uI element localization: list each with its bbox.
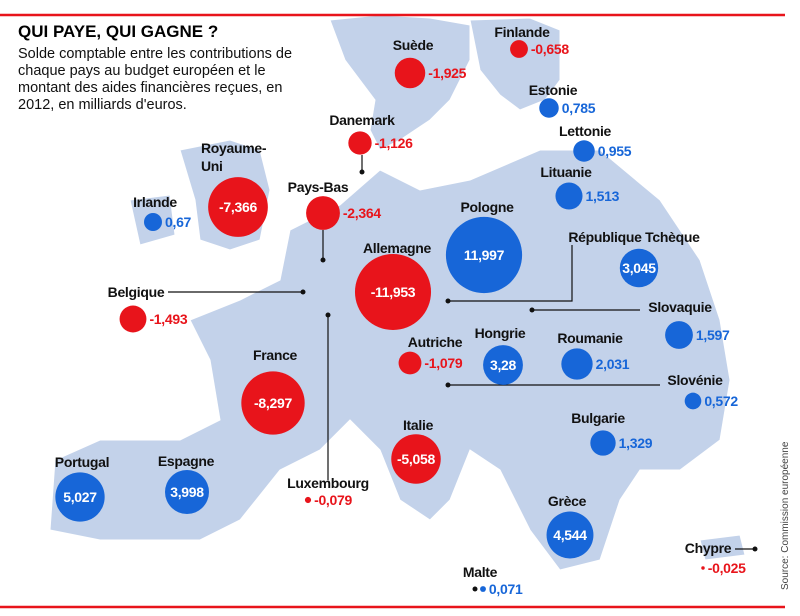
continent	[49, 149, 731, 571]
bubble	[555, 182, 583, 210]
source: Source: Commission européenne	[780, 441, 791, 590]
bubble	[208, 177, 268, 237]
value-label: 4,544	[553, 527, 587, 543]
bubble	[480, 586, 486, 592]
country-name: Grèce	[547, 493, 587, 509]
value-label: -1,925	[428, 65, 467, 81]
value-label: 0,955	[597, 143, 632, 159]
value-label: 0,071	[488, 581, 523, 597]
country-name: Autriche	[407, 334, 463, 350]
value-label: 3,998	[170, 484, 204, 500]
country-name: Allemagne	[362, 240, 432, 256]
country-name: Pologne	[460, 199, 514, 215]
value-label: 3,045	[622, 260, 656, 276]
country-name: Roumanie	[557, 330, 623, 346]
value-label: 0,67	[165, 214, 192, 230]
value-label: 5,027	[63, 489, 97, 505]
value-label: 1,597	[695, 327, 730, 343]
country-name: Italie	[402, 417, 434, 433]
bubble	[701, 566, 705, 570]
value-label: -8,297	[254, 395, 292, 411]
cyprus	[699, 534, 746, 561]
country-name: République Tchèque	[568, 229, 700, 245]
leaders	[168, 155, 755, 550]
bubble	[483, 345, 523, 385]
value-label: -0,079	[314, 492, 352, 508]
country-name: Hongrie	[474, 325, 526, 341]
value-label: 3,28	[489, 357, 517, 373]
country-name: Royaume-Uni	[201, 140, 267, 174]
bubble	[619, 248, 659, 288]
bubble	[510, 40, 528, 58]
bubble	[119, 305, 147, 333]
value-label: -0,658	[530, 41, 569, 57]
leader-dots	[300, 169, 758, 592]
country-name: Portugal	[54, 454, 110, 470]
bubble	[143, 212, 163, 232]
bubble	[539, 98, 559, 118]
country-name: Danemark	[329, 112, 395, 128]
country-name: Slovénie	[667, 372, 723, 388]
country-name: Pays-Bas	[287, 179, 349, 195]
value-label: -1,126	[374, 135, 413, 151]
country-name: Luxembourg	[287, 475, 369, 491]
country-name: Bulgarie	[571, 410, 625, 426]
subtitle: Solde comptable entre les contributions …	[18, 46, 293, 113]
country-name: Finlande	[494, 24, 550, 40]
bubble	[573, 140, 595, 162]
bubble	[391, 434, 441, 484]
bubble	[55, 472, 105, 522]
bubble	[665, 321, 693, 349]
value-label: 2,031	[595, 356, 630, 372]
bubble	[354, 253, 432, 331]
bubble	[445, 216, 523, 294]
country-name: Espagne	[157, 453, 215, 469]
country-name: Lettonie	[558, 123, 612, 139]
bubble	[165, 470, 209, 514]
bubble	[394, 57, 426, 89]
value-label: -1,079	[424, 355, 463, 371]
value-label: 1,329	[618, 435, 653, 451]
bubble	[241, 371, 305, 435]
value-label: 0,785	[561, 100, 596, 116]
bubble	[398, 351, 422, 375]
value-label: -0,025	[707, 560, 746, 576]
value-label: -11,953	[370, 284, 416, 300]
value-label: 1,513	[585, 188, 620, 204]
country-name: Chypre	[684, 540, 732, 556]
bubble	[546, 511, 594, 559]
bubble	[304, 496, 312, 504]
country-name: Malte	[462, 564, 498, 580]
country-name: France	[252, 347, 298, 363]
bubble	[561, 348, 593, 380]
bubble	[684, 392, 702, 410]
bubble	[306, 196, 340, 230]
value-label: 0,572	[704, 393, 738, 409]
country-name: Suède	[392, 37, 434, 53]
country-name: Lituanie	[540, 164, 592, 180]
value-label: 11,997	[463, 247, 505, 263]
country-name: Irlande	[133, 194, 177, 210]
value-label: -5,058	[397, 451, 435, 467]
value-label: -2,364	[342, 205, 381, 221]
value-label: -1,493	[149, 311, 188, 327]
country-name: Belgique	[107, 284, 165, 300]
country-name: Slovaquie	[648, 299, 712, 315]
bubble	[348, 131, 372, 155]
bubble	[590, 430, 616, 456]
title: QUI PAYE, QUI GAGNE ?	[18, 22, 219, 41]
value-label: -7,366	[219, 199, 257, 215]
country-name: Estonie	[528, 82, 578, 98]
